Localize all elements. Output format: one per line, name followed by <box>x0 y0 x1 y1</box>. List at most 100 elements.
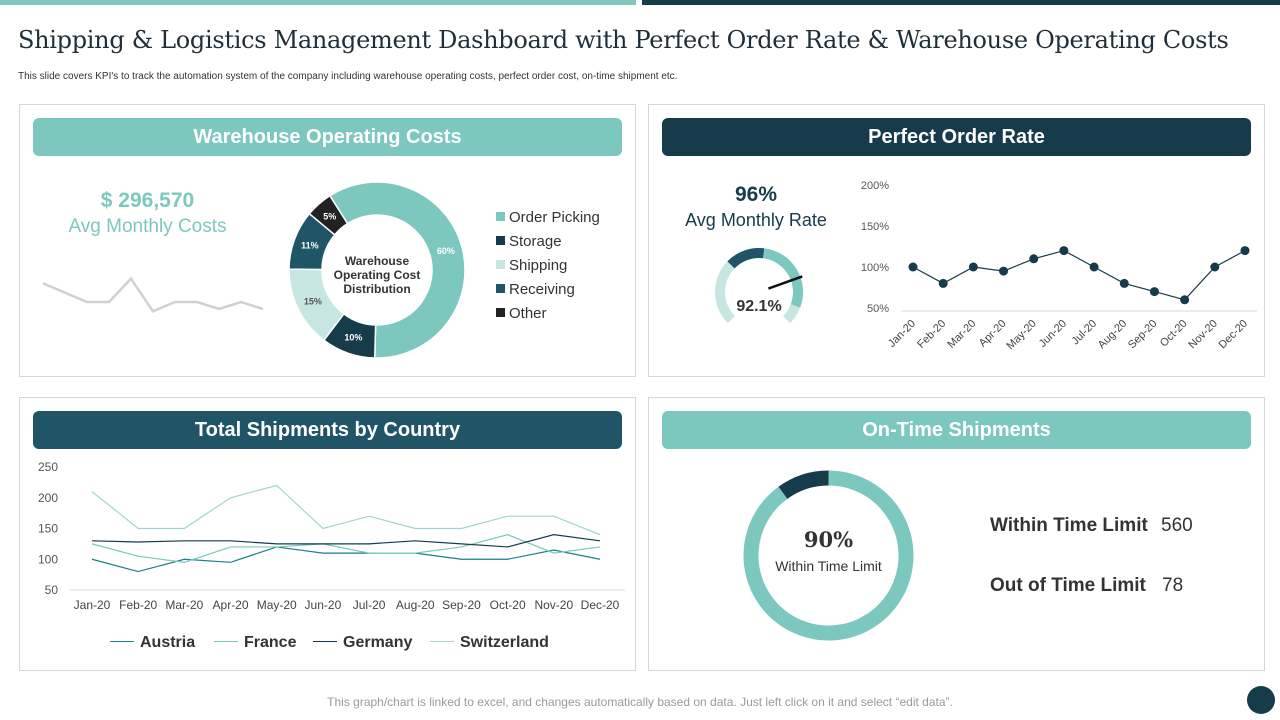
x-tick-label: Apr-20 <box>977 318 1009 350</box>
warehouse-panel: Warehouse Operating Costs $ 296,570 Avg … <box>19 104 636 377</box>
data-point <box>1029 254 1039 264</box>
series-line-france <box>91 534 601 563</box>
legend-line <box>313 641 337 642</box>
top-accent-bar-dark <box>642 0 1280 5</box>
y-tick-label: 100 <box>38 552 58 566</box>
data-point <box>1059 246 1069 256</box>
out-of-time-label: Out of Time Limit <box>990 575 1146 596</box>
page-subtitle: This slide covers KPI's to track the aut… <box>18 71 678 82</box>
ontime-donut-chart: 90% Within Time Limit <box>743 470 914 641</box>
x-tick-label: Oct-20 <box>490 598 526 612</box>
series-line-switzerland <box>91 484 601 536</box>
ontime-slice-within-time-limit <box>743 470 914 641</box>
legend-line <box>430 641 454 642</box>
legend-swatch <box>496 308 505 317</box>
data-point <box>999 266 1009 276</box>
x-tick-label: Sep-20 <box>442 598 481 612</box>
legend-item-austria: Austria <box>110 634 195 652</box>
donut-slice-other <box>308 194 349 236</box>
x-tick-label: Nov-20 <box>1186 318 1220 352</box>
data-point <box>1119 278 1129 288</box>
perfect-order-header: Perfect Order Rate <box>662 118 1251 156</box>
data-point <box>938 278 948 288</box>
legend-label: Storage <box>509 233 562 250</box>
legend-line <box>110 641 134 642</box>
page-title: Shipping & Logistics Management Dashboar… <box>18 26 1229 54</box>
legend-label: Switzerland <box>460 634 549 651</box>
within-time-label: Within Time Limit <box>990 515 1148 536</box>
donut-center-line-1: Warehouse <box>345 254 410 268</box>
x-tick-label: Feb-20 <box>915 318 948 351</box>
legend-swatch <box>496 212 505 221</box>
donut-slice-label: 60% <box>437 246 455 256</box>
donut-slice-label: 10% <box>344 332 362 342</box>
x-tick-label: Jun-20 <box>305 598 342 612</box>
x-tick-label: Mar-20 <box>165 598 203 612</box>
legend-item-order-picking: Order Picking <box>496 209 600 226</box>
gauge-fill-dark <box>727 248 765 269</box>
legend-label: Austria <box>140 634 196 651</box>
gauge-fill-teal <box>763 248 803 308</box>
legend-swatch <box>496 284 505 293</box>
within-time-value: 560 <box>1161 515 1193 536</box>
x-tick-label: May-20 <box>257 598 297 612</box>
warehouse-header: Warehouse Operating Costs <box>33 118 622 156</box>
legend-label: France <box>244 634 297 651</box>
gauge-track <box>715 248 803 324</box>
ontime-donut-value: 90% <box>804 527 853 552</box>
data-point <box>968 262 978 272</box>
legend-label: Order Picking <box>509 209 600 226</box>
cost-sparkline <box>42 276 264 313</box>
x-tick-label: Jun-20 <box>1037 318 1069 350</box>
x-tick-label: May-20 <box>1004 318 1038 352</box>
x-tick-label: Mar-20 <box>945 318 978 351</box>
data-point <box>1149 287 1159 297</box>
x-tick-label: Feb-20 <box>119 598 157 612</box>
donut-slice-label: 15% <box>304 297 322 307</box>
x-tick-label: Sep-20 <box>1126 318 1160 352</box>
x-tick-label: Dec-20 <box>581 598 620 612</box>
legend-label: Other <box>509 305 547 322</box>
x-tick-label: Apr-20 <box>213 598 249 612</box>
legend-item-storage: Storage <box>496 233 562 250</box>
y-tick-label: 200 <box>38 491 58 505</box>
legend-label: Germany <box>343 634 413 651</box>
x-tick-label: Nov-20 <box>534 598 573 612</box>
legend-item-france: France <box>214 634 296 652</box>
legend-item-other: Other <box>496 305 547 322</box>
legend-line <box>214 641 238 642</box>
legend-item-switzerland: Switzerland <box>430 634 549 652</box>
x-tick-label: Jan-20 <box>74 598 111 612</box>
legend-item-germany: Germany <box>313 634 412 652</box>
series-line-austria <box>91 546 601 573</box>
legend-label: Shipping <box>509 257 568 274</box>
y-tick-label: 150% <box>861 221 889 233</box>
y-tick-label: 100% <box>861 262 889 274</box>
corner-dot <box>1247 686 1275 714</box>
warehouse-cost-label: Avg Monthly Costs <box>68 216 227 237</box>
donut-slice-label: 5% <box>323 211 336 221</box>
legend-item-shipping: Shipping <box>496 257 567 274</box>
x-tick-label: Aug-20 <box>1096 318 1130 352</box>
donut-slice-order-picking <box>328 181 466 359</box>
perfect-order-series <box>912 249 1246 301</box>
sparkline-series <box>42 276 264 313</box>
gauge-needle <box>767 275 803 290</box>
series-line-germany <box>91 534 601 548</box>
shipments-line-chart: 250 200 150 100 50 Jan-20 Feb-20 Mar-20 Apr-20 Ma… <box>38 460 625 612</box>
shipments-panel: Total Shipments by Country 250 200 150 100 5… <box>19 397 636 671</box>
donut-slice-label: 11% <box>301 240 319 250</box>
legend-swatch <box>496 260 505 269</box>
donut-center-line-2: Operating Cost <box>334 268 421 282</box>
y-tick-label: 150 <box>38 522 58 536</box>
y-tick-label: 50% <box>867 303 889 315</box>
footer-note: This graph/chart is linked to excel, and… <box>327 695 953 709</box>
perfect-order-gauge: 92.1% <box>715 248 803 324</box>
shipments-header: Total Shipments by Country <box>33 411 622 449</box>
ontime-header: On-Time Shipments <box>662 411 1251 449</box>
x-tick-label: Dec-20 <box>1217 318 1251 352</box>
ontime-slice-out-of-time-limit <box>778 470 829 499</box>
y-tick-label: 250 <box>38 460 58 474</box>
data-point <box>1089 262 1099 272</box>
